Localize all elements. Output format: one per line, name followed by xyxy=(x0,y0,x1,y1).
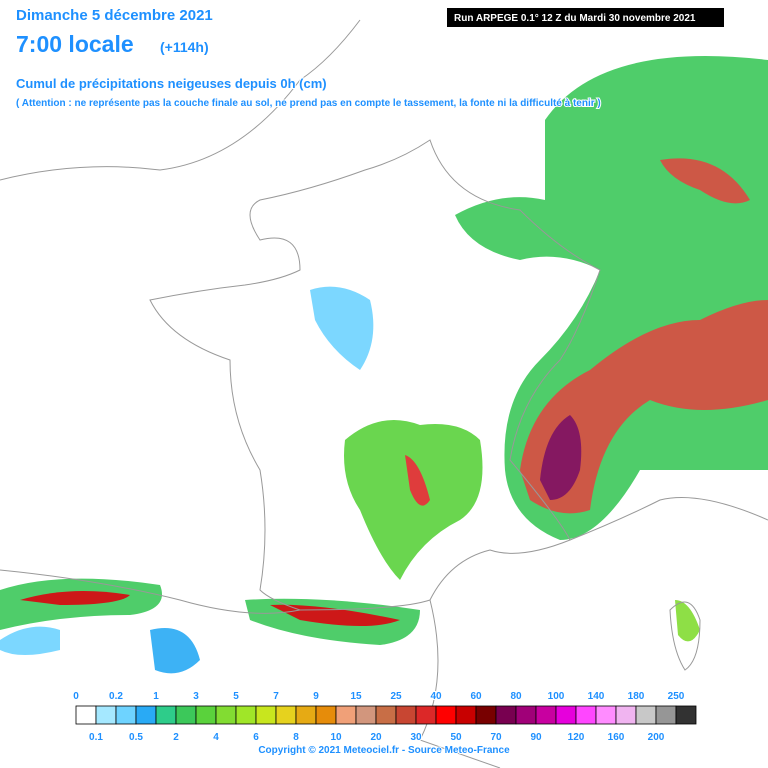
legend-label: 2 xyxy=(173,732,179,743)
time: 7:00 locale xyxy=(16,31,134,57)
legend-label: 250 xyxy=(668,691,685,702)
snow-area xyxy=(310,286,374,370)
legend-label: 6 xyxy=(253,732,259,743)
legend-swatch xyxy=(275,705,297,725)
snow-area xyxy=(405,455,430,506)
legend-swatch xyxy=(475,705,497,725)
legend-label: 140 xyxy=(588,691,605,702)
lead-time: (+114h) xyxy=(160,39,209,55)
snow-area xyxy=(150,628,200,674)
legend-label: 50 xyxy=(450,732,462,743)
coastline xyxy=(0,569,301,614)
legend-label: 100 xyxy=(548,691,565,702)
legend-label: 15 xyxy=(350,691,362,702)
snow-area xyxy=(520,300,768,514)
legend-swatch xyxy=(655,705,677,725)
snow-area xyxy=(455,56,768,540)
legend-swatch xyxy=(315,705,337,725)
legend-label: 4 xyxy=(213,732,219,743)
legend-label: 25 xyxy=(390,691,402,702)
legend-swatch xyxy=(555,705,577,725)
legend-label: 30 xyxy=(410,732,422,743)
legend-swatch xyxy=(675,705,697,725)
coastline xyxy=(419,599,501,768)
legend-label: 3 xyxy=(193,691,199,702)
legend-label: 20 xyxy=(370,732,382,743)
legend-label: 40 xyxy=(430,691,442,702)
snow-area xyxy=(344,420,483,580)
snow-area xyxy=(660,158,750,204)
legend-swatch xyxy=(155,705,177,725)
legend-label: 60 xyxy=(470,691,482,702)
legend-label: 0.5 xyxy=(129,732,143,743)
coastline xyxy=(569,497,768,541)
legend-swatch xyxy=(295,705,317,725)
map-note: ( Attention : ne représente pas la couch… xyxy=(16,98,601,109)
legend: 0 0.1 0.2 0.5 1 2 3 4 5 6 7 8 9 10 15 20 25 30 40 50 60 70 80 9… xyxy=(72,690,697,744)
legend-label: 10 xyxy=(330,732,342,743)
legend-swatch xyxy=(175,705,197,725)
borders xyxy=(0,19,768,768)
legend-label: 90 xyxy=(530,732,542,743)
legend-label: 200 xyxy=(648,732,665,743)
legend-label: 70 xyxy=(490,732,502,743)
legend-label: 1 xyxy=(153,691,159,702)
legend-swatch xyxy=(235,705,257,725)
legend-swatch xyxy=(115,705,137,725)
map-title: Cumul de précipitations neigeuses depuis… xyxy=(16,76,327,91)
legend-swatch xyxy=(95,705,117,725)
corsica xyxy=(669,601,701,671)
snow-fields xyxy=(0,56,768,674)
copyright: Copyright © 2021 Meteociel.fr - Source M… xyxy=(258,745,510,756)
legend-label: 0 xyxy=(73,691,79,702)
legend-label: 80 xyxy=(510,691,522,702)
legend-swatch xyxy=(355,705,377,725)
snow-area xyxy=(540,415,582,500)
legend-label: 5 xyxy=(233,691,239,702)
legend-label: 120 xyxy=(568,732,585,743)
legend-swatch xyxy=(455,705,477,725)
date: Dimanche 5 décembre 2021 xyxy=(16,7,213,24)
legend-swatch xyxy=(415,705,437,725)
legend-swatch xyxy=(255,705,277,725)
legend-label: 160 xyxy=(608,732,625,743)
legend-swatch xyxy=(435,705,457,725)
snow-area xyxy=(0,626,60,655)
legend-label: 0.1 xyxy=(89,732,103,743)
snow-area xyxy=(675,600,700,642)
legend-swatch xyxy=(535,705,557,725)
legend-label: 9 xyxy=(313,691,319,702)
legend-swatch xyxy=(515,705,537,725)
snow-area xyxy=(20,591,130,605)
legend-swatch xyxy=(575,705,597,725)
legend-swatch xyxy=(495,705,517,725)
legend-label: 0.2 xyxy=(109,691,123,702)
legend-label: 180 xyxy=(628,691,645,702)
legend-swatch xyxy=(615,705,637,725)
legend-swatch xyxy=(215,705,237,725)
legend-label: 7 xyxy=(273,691,279,702)
legend-label: 8 xyxy=(293,732,299,743)
legend-swatch xyxy=(195,705,217,725)
country-border xyxy=(149,139,601,611)
legend-swatch xyxy=(335,705,357,725)
legend-swatch xyxy=(635,705,657,725)
legend-swatch xyxy=(395,705,417,725)
legend-swatch xyxy=(135,705,157,725)
legend-swatch xyxy=(375,705,397,725)
coastline xyxy=(0,19,361,181)
run-info: Run ARPEGE 0.1° 12 Z du Mardi 30 novembr… xyxy=(454,13,696,24)
run-box xyxy=(447,8,724,27)
legend-swatch xyxy=(595,705,617,725)
legend-swatch xyxy=(75,705,97,725)
